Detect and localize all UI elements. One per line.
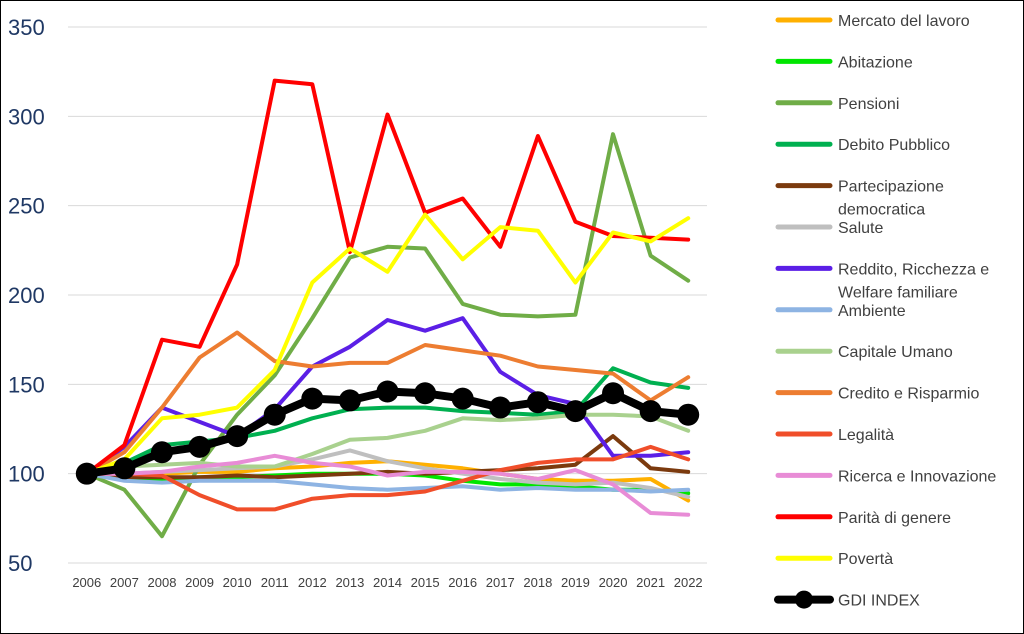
data-point — [301, 387, 324, 410]
x-tick-label: 2016 — [448, 575, 477, 590]
legend-label: Reddito, Ricchezza e Welfare familiare — [838, 261, 989, 301]
y-tick-label: 350 — [8, 15, 45, 40]
y-axis-ticks: 50 100 150 200 250 300 350 — [8, 15, 45, 576]
series-partecipazione-democratica — [84, 434, 691, 480]
x-axis-ticks: 2006 2007 2008 2009 2010 2011 2012 2013 2014 2015… — [68, 562, 707, 590]
data-point — [376, 380, 399, 403]
series-line-legalita — [84, 444, 691, 512]
legend-label: Pensioni — [838, 96, 899, 113]
series-debito-pubblico — [84, 366, 691, 476]
x-tick-label: 2017 — [486, 575, 515, 590]
x-tick-label: 2013 — [335, 575, 364, 590]
legend-label: Mercato del lavoro — [838, 13, 970, 30]
legend-label: GDI INDEX — [838, 593, 920, 610]
series-line-debito-pubblico — [84, 366, 691, 476]
x-tick-label: 2010 — [223, 575, 252, 590]
legend-item-salute: Salute — [775, 220, 883, 237]
series-legalita — [84, 444, 691, 512]
legend-label: Salute — [838, 220, 883, 237]
legend-item-partecipazione-democratica: Partecipazione democratica — [775, 179, 944, 219]
series-capitale-umano — [84, 412, 691, 476]
series-line-ricerca-e-innovazione — [84, 453, 691, 517]
series-ambiente — [84, 471, 691, 494]
legend-label: Abitazione — [838, 54, 913, 71]
series-gdi-index — [75, 380, 700, 485]
legend-item-poverta: Povertà — [775, 551, 893, 568]
legend-item-pensioni: Pensioni — [775, 96, 899, 113]
legend: Mercato del lavoro Abitazione Pensioni Debi… — [774, 13, 996, 610]
x-tick-label: 2018 — [523, 575, 552, 590]
series-line-salute — [84, 448, 691, 499]
x-tick-label: 2011 — [261, 575, 289, 590]
x-tick-label: 2021 — [636, 575, 665, 590]
y-tick-label: 250 — [8, 194, 45, 219]
legend-item-reddito-ricchezza-e-welfare-familiare: Reddito, Ricchezza e Welfare familiare — [775, 261, 989, 301]
data-point — [226, 425, 249, 448]
legend-item-abitazione: Abitazione — [775, 54, 913, 71]
legend-item-parita-di-genere: Parità di genere — [775, 510, 951, 527]
data-point — [639, 400, 662, 423]
x-tick-label: 2015 — [411, 575, 440, 590]
x-tick-label: 2006 — [72, 575, 101, 590]
series-line-credito-e-risparmio — [84, 330, 691, 476]
series-line-partecipazione-democratica — [84, 434, 691, 480]
series-line-ambiente — [84, 471, 691, 494]
series-lines — [75, 78, 700, 539]
x-tick-label: 2020 — [599, 575, 628, 590]
series-poverta — [84, 212, 691, 476]
x-tick-label: 2019 — [561, 575, 590, 590]
data-point — [414, 382, 437, 405]
legend-marker — [795, 590, 813, 609]
legend-label: Credito e Risparmio — [838, 386, 979, 403]
legend-label: Debito Pubblico — [838, 137, 950, 154]
legend-item-ambiente: Ambiente — [775, 303, 906, 320]
legend-label: Partecipazione democratica — [838, 179, 944, 219]
legend-item-gdi-index: GDI INDEX — [774, 590, 920, 610]
series-credito-e-risparmio — [84, 330, 691, 476]
series-line-capitale-umano — [84, 412, 691, 476]
data-point — [263, 403, 286, 426]
y-tick-label: 150 — [8, 372, 45, 397]
data-point — [188, 435, 211, 458]
data-point — [150, 441, 173, 464]
series-salute — [84, 448, 691, 499]
data-point — [526, 391, 549, 414]
x-tick-label: 2008 — [148, 575, 177, 590]
legend-item-capitale-umano: Capitale Umano — [775, 344, 953, 361]
legend-label: Capitale Umano — [838, 344, 953, 361]
legend-label: Legalità — [838, 427, 894, 444]
data-point — [338, 389, 361, 412]
legend-label: Povertà — [838, 551, 893, 568]
y-tick-label: 300 — [8, 104, 45, 129]
series-ricerca-e-innovazione — [84, 453, 691, 517]
legend-item-ricerca-e-innovazione: Ricerca e Innovazione — [775, 468, 996, 485]
legend-label: Parità di genere — [838, 510, 951, 527]
data-point — [489, 396, 512, 419]
data-point — [75, 462, 98, 485]
legend-item-debito-pubblico: Debito Pubblico — [775, 137, 950, 154]
data-point — [451, 387, 474, 410]
x-tick-label: 2007 — [110, 575, 139, 590]
legend-label: Ambiente — [838, 303, 906, 320]
series-line-parita-di-genere — [84, 78, 691, 476]
x-tick-label: 2014 — [373, 575, 402, 590]
data-point — [564, 400, 587, 423]
y-tick-label: 100 — [8, 462, 45, 487]
x-tick-label: 2012 — [298, 575, 327, 590]
series-line-poverta — [84, 212, 691, 476]
legend-label: Ricerca e Innovazione — [838, 468, 996, 485]
series-parita-di-genere — [84, 78, 691, 476]
data-point — [602, 382, 625, 405]
x-tick-label: 2009 — [185, 575, 214, 590]
y-tick-label: 50 — [8, 551, 32, 576]
legend-item-mercato-del-lavoro: Mercato del lavoro — [775, 13, 970, 30]
data-point — [677, 403, 700, 426]
y-tick-label: 200 — [8, 283, 45, 308]
x-tick-label: 2022 — [674, 575, 703, 590]
legend-item-credito-e-risparmio: Credito e Risparmio — [775, 386, 979, 403]
data-point — [113, 457, 136, 480]
legend-item-legalita: Legalità — [775, 427, 894, 444]
